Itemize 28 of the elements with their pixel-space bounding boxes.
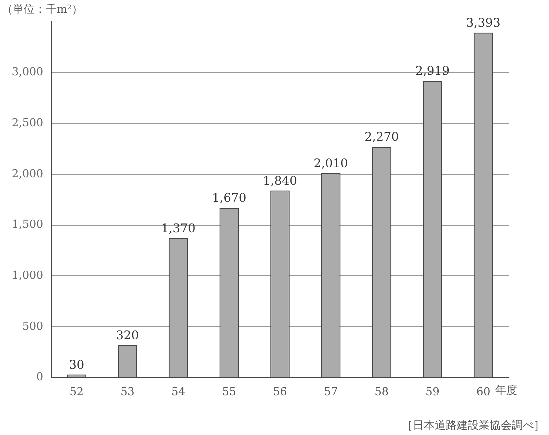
x-tick-label: 55 bbox=[222, 385, 236, 398]
data-label: 2,919 bbox=[416, 64, 450, 78]
data-label: 2,270 bbox=[364, 130, 400, 144]
data-label: 30 bbox=[69, 358, 85, 372]
x-axis-title: 年度 bbox=[496, 384, 518, 398]
x-tick-label: 52 bbox=[70, 385, 84, 398]
x-tick-label: 56 bbox=[273, 385, 288, 398]
y-tick-label: 2,500 bbox=[12, 116, 44, 130]
y-axis-title: （単位：千m²） bbox=[2, 2, 83, 17]
y-tick-label: 2,000 bbox=[12, 167, 44, 180]
y-tick-label: 500 bbox=[22, 320, 44, 333]
data-label: 1,370 bbox=[161, 222, 196, 236]
data-label: 3,393 bbox=[466, 16, 501, 30]
y-tick-label: 3,000 bbox=[12, 66, 44, 79]
y-tick-label: 1,500 bbox=[12, 218, 44, 232]
x-tick-label: 57 bbox=[324, 385, 338, 398]
x-tick-label: 58 bbox=[374, 385, 389, 398]
y-tick-label: 0 bbox=[36, 370, 44, 384]
text: ［日本道路建設業協会調べ］ bbox=[402, 418, 545, 433]
data-label: 320 bbox=[116, 328, 140, 342]
data-label: 1,840 bbox=[263, 174, 298, 188]
data-label: 1,670 bbox=[212, 191, 247, 206]
x-tick-label: 59 bbox=[426, 385, 440, 398]
x-tick-label: 54 bbox=[172, 385, 186, 398]
y-tick-label: 1,000 bbox=[12, 269, 44, 282]
data-label: 2,010 bbox=[314, 156, 348, 171]
x-tick-label: 53 bbox=[120, 385, 135, 398]
x-tick-label: 60 bbox=[476, 385, 491, 398]
